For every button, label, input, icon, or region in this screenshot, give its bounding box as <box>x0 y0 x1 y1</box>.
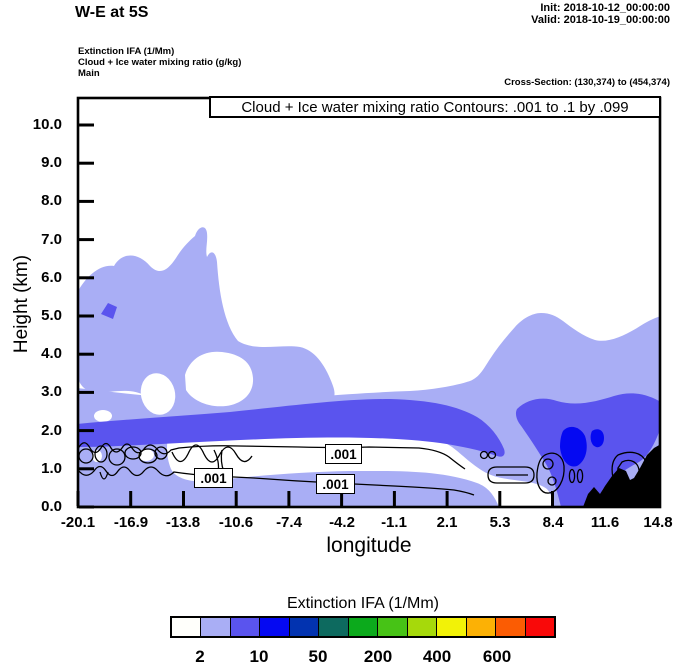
x-tick-label: -20.1 <box>60 514 96 531</box>
colorbar-tick-label: 200 <box>363 647 393 666</box>
y-tick-label: 4.0 <box>41 345 62 362</box>
x-tick-label: 11.6 <box>590 514 620 531</box>
field-legend-block: Extinction IFA (1/Mm) Cloud + Ice water … <box>78 46 241 79</box>
colorbar-cell <box>436 618 466 636</box>
colorbar-cell <box>465 618 496 636</box>
colorbar-tick-label: 2 <box>195 647 205 666</box>
x-tick-label: -7.4 <box>276 514 302 531</box>
y-tick-label: 10.0 <box>32 116 62 133</box>
colorbar-cell <box>406 618 437 636</box>
colorbar-cell <box>259 618 289 636</box>
x-tick-label: -16.9 <box>113 514 149 531</box>
y-axis-title: Height (km) <box>11 254 32 354</box>
x-tick-label: -4.2 <box>329 514 355 531</box>
fill-region-bright <box>560 426 604 467</box>
field-legend-line-1: Extinction IFA (1/Mm) <box>78 46 175 57</box>
contour-label-box: .001 <box>325 444 362 464</box>
y-tick-label: 7.0 <box>41 231 62 248</box>
x-tick-label: -10.6 <box>218 514 254 531</box>
colorbar-tick-label: 600 <box>482 647 512 666</box>
x-tick-label: -13.8 <box>165 514 201 531</box>
y-tick-label: 8.0 <box>41 192 62 209</box>
fill-region-medium <box>77 303 661 507</box>
x-tick-label: 2.1 <box>436 514 458 531</box>
x-tick-label: 14.8 <box>643 514 673 531</box>
colorbar-cell <box>377 618 407 636</box>
y-tick-label: 9.0 <box>41 154 62 171</box>
colorbar-cell <box>172 618 201 636</box>
colorbar-cell <box>200 618 230 636</box>
init-time-label: Init: 2018-10-12_00:00:00 <box>540 2 670 14</box>
cross-section-label: Cross-Section: (130,374) to (454,374) <box>504 77 670 88</box>
colorbar-cell <box>318 618 348 636</box>
colorbar-cell <box>347 618 378 636</box>
colorbar-title: Extinction IFA (1/Mm) <box>286 595 440 612</box>
colorbar-cell <box>524 618 555 636</box>
colorbar-cell <box>495 618 525 636</box>
terrain-silhouette <box>583 444 661 507</box>
page-title: W-E at 5S <box>75 4 149 21</box>
colorbar <box>170 616 556 638</box>
contour-info-box: Cloud + Ice water mixing ratio Contours:… <box>209 96 661 118</box>
contour-label-box: .001 <box>194 468 233 488</box>
valid-time-label: Valid: 2018-10-19_00:00:00 <box>531 14 670 26</box>
y-tick-label: 5.0 <box>41 307 62 324</box>
colorbar-tick-label: 10 <box>249 647 269 666</box>
x-tick-label: 5.3 <box>489 514 511 531</box>
y-tick-label: 2.0 <box>41 422 62 439</box>
x-tick-label: 8.4 <box>542 514 564 531</box>
colorbar-cell <box>288 618 319 636</box>
colorbar-tick-label: 400 <box>422 647 452 666</box>
contour-label-box: .001 <box>316 474 355 494</box>
x-axis-title: longitude <box>326 534 412 557</box>
y-tick-label: 0.0 <box>41 498 62 515</box>
y-tick-label: 3.0 <box>41 383 62 400</box>
y-tick-label: 6.0 <box>41 269 62 286</box>
field-legend-line-2: Cloud + Ice water mixing ratio (g/kg) <box>78 57 242 68</box>
colorbar-cell <box>229 618 260 636</box>
colorbar-tick-label: 50 <box>308 647 328 666</box>
x-tick-label: -1.1 <box>381 514 407 531</box>
field-legend-line-3: Main <box>78 68 100 79</box>
fill-region-clear-holes <box>92 351 554 507</box>
y-tick-label: 1.0 <box>41 460 62 477</box>
run-time-block: Init: 2018-10-12_00:00:00 Valid: 2018-10… <box>531 2 670 26</box>
